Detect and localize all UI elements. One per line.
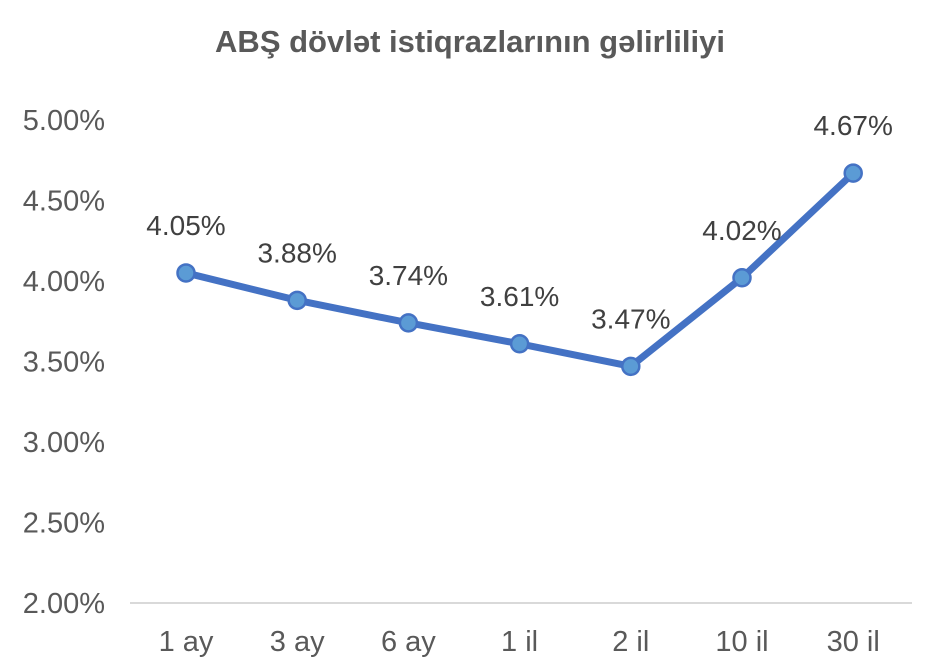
data-point	[621, 356, 641, 377]
x-tick-label: 2 il	[612, 626, 649, 658]
data-point	[287, 290, 307, 311]
y-tick-label: 2.00%	[23, 588, 105, 620]
x-axis: 1 ay 3 ay 6 ay 1 il 2 il 10 il 30 il	[130, 602, 912, 658]
y-tick-label: 3.50%	[23, 347, 105, 379]
y-tick-label: 2.50%	[23, 508, 105, 540]
x-tick-label: 3 ay	[270, 626, 325, 658]
x-tick-label: 1 ay	[159, 626, 214, 658]
x-tick-label: 1 il	[501, 626, 538, 658]
data-point	[732, 268, 752, 288]
data-label: 3.61%	[480, 281, 559, 312]
y-tick-label: 3.00%	[23, 427, 105, 459]
data-point	[509, 334, 530, 354]
x-tick-label: 6 ay	[381, 626, 436, 658]
data-point	[176, 263, 196, 283]
data-label: 3.88%	[257, 237, 336, 268]
y-tick-label: 5.00%	[23, 105, 105, 137]
y-tick-label: 4.00%	[23, 266, 105, 298]
data-labels: 4.05% 3.88% 3.74% 3.61% 3.47% 4.02% 4.67%	[146, 110, 893, 334]
data-label: 4.02%	[702, 215, 781, 246]
x-tick-label: 30 il	[827, 626, 880, 658]
x-tick-label: 10 il	[715, 626, 768, 658]
data-point	[398, 313, 419, 333]
series	[176, 163, 863, 377]
data-point	[843, 163, 863, 183]
data-label: 3.47%	[591, 303, 670, 334]
data-label: 4.67%	[813, 110, 892, 141]
data-label: 4.05%	[146, 210, 225, 241]
y-tick-label: 4.50%	[23, 186, 105, 218]
chart-title: ABŞ dövlət istiqrazlarının gəlirliliyi	[215, 24, 725, 59]
data-label: 3.74%	[369, 260, 448, 291]
y-axis: 2.00% 2.50% 3.00% 3.50% 4.00% 4.50% 5.00%	[23, 105, 105, 620]
